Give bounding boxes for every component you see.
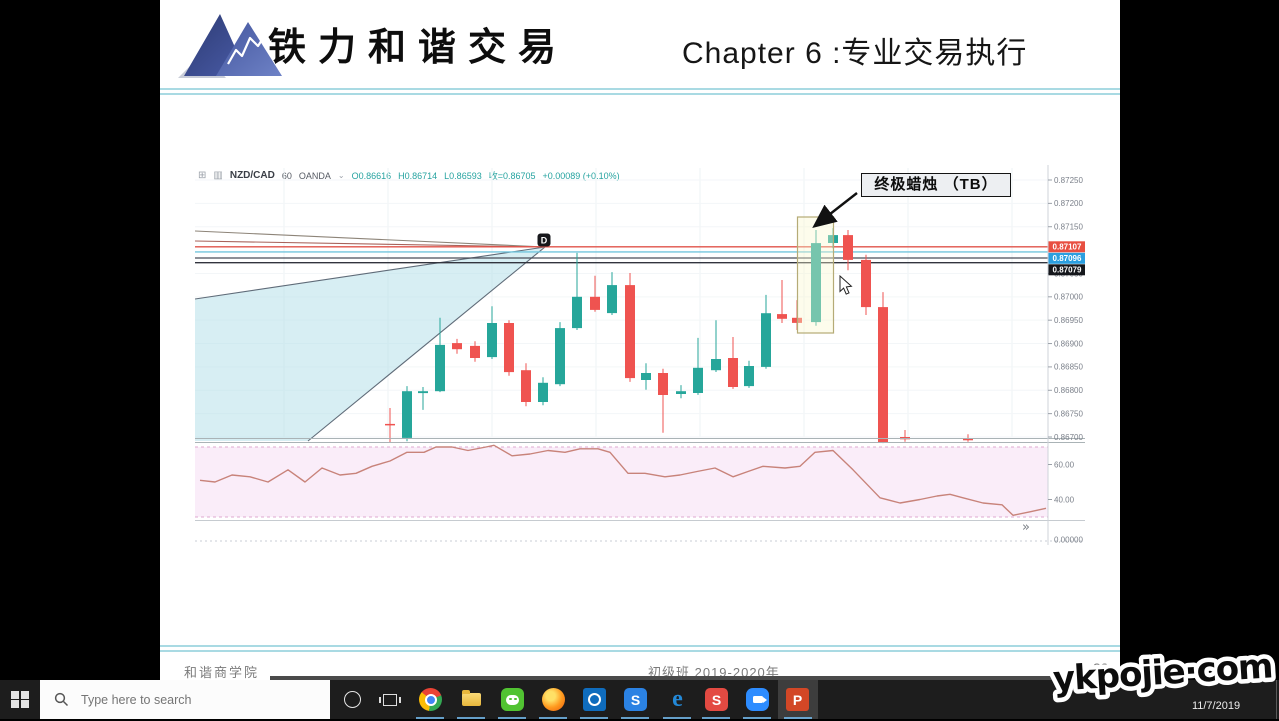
wps-office-icon[interactable]: S bbox=[705, 688, 728, 711]
bars-style-icon: ▥ bbox=[213, 170, 223, 181]
svg-text:0.86900: 0.86900 bbox=[1054, 339, 1083, 348]
footer-school: 和谐商学院 bbox=[184, 665, 260, 680]
firefox-icon[interactable] bbox=[542, 688, 565, 711]
page-number: 33 bbox=[1093, 660, 1109, 676]
cortana-icon bbox=[343, 691, 361, 708]
close-value: 收=0.86705 bbox=[488, 171, 536, 181]
search-input[interactable] bbox=[79, 691, 303, 708]
running-indicator bbox=[498, 717, 526, 719]
open-value: O0.86616 bbox=[351, 170, 392, 181]
taskbar: S e S P 11/7/2019 bbox=[0, 680, 1279, 719]
candlestick-chart: 0.872500.872000.871500.870500.870000.869… bbox=[195, 165, 1085, 545]
running-indicator bbox=[663, 717, 691, 719]
footer-divider bbox=[160, 645, 1120, 652]
symbol-name: NZD/CAD bbox=[229, 170, 275, 181]
svg-text:0.87079: 0.87079 bbox=[1053, 266, 1082, 275]
compare-icon: ⊞ bbox=[198, 170, 207, 181]
search-icon bbox=[54, 692, 69, 707]
chrome-icon[interactable] bbox=[419, 688, 442, 711]
brand-title: 铁力和谐交易 bbox=[268, 24, 569, 69]
running-indicator bbox=[457, 717, 485, 719]
header-divider bbox=[160, 88, 1120, 95]
powerpoint-icon: P bbox=[786, 688, 809, 711]
running-indicator bbox=[702, 717, 730, 719]
svg-text:D: D bbox=[541, 235, 548, 245]
svg-text:0.87000: 0.87000 bbox=[1054, 293, 1083, 302]
low-value: L0.86593 bbox=[444, 170, 482, 181]
svg-text:0.87200: 0.87200 bbox=[1054, 199, 1083, 208]
outlook-icon[interactable] bbox=[583, 688, 606, 711]
cortana-button[interactable] bbox=[334, 680, 370, 719]
change-value: +0.00089 (+0.10%) bbox=[542, 170, 620, 181]
svg-text:0.00000: 0.00000 bbox=[1054, 536, 1083, 545]
zoom-icon[interactable] bbox=[746, 688, 769, 711]
sogou-input-icon[interactable]: S bbox=[624, 688, 647, 711]
running-indicator bbox=[784, 717, 812, 719]
chevron-down-icon: ⌄ bbox=[337, 171, 345, 180]
svg-text:0.86700: 0.86700 bbox=[1054, 433, 1083, 442]
wechat-icon[interactable] bbox=[501, 688, 524, 711]
svg-text:0.87250: 0.87250 bbox=[1054, 176, 1083, 185]
svg-text:0.86850: 0.86850 bbox=[1054, 363, 1083, 372]
svg-text:»: » bbox=[1022, 520, 1030, 535]
svg-text:40.00: 40.00 bbox=[1054, 495, 1075, 504]
running-indicator bbox=[539, 717, 567, 719]
start-button[interactable] bbox=[0, 680, 40, 719]
running-indicator bbox=[416, 717, 444, 719]
chapter-title: Chapter 6 :专业交易执行 bbox=[682, 37, 1028, 70]
window-edge-strip bbox=[270, 676, 1060, 680]
svg-text:0.86750: 0.86750 bbox=[1054, 409, 1083, 418]
svg-text:0.87107: 0.87107 bbox=[1053, 243, 1082, 252]
show-desktop-button[interactable] bbox=[1276, 680, 1277, 719]
svg-text:0.86950: 0.86950 bbox=[1054, 316, 1083, 325]
exchange-label: OANDA bbox=[298, 170, 331, 181]
running-indicator bbox=[743, 717, 771, 719]
brand-logo bbox=[178, 14, 282, 78]
interval-label: 60 bbox=[281, 170, 292, 181]
high-value: H0.86714 bbox=[398, 170, 438, 181]
edge-icon[interactable]: e bbox=[672, 686, 683, 712]
taskbar-date[interactable]: 11/7/2019 bbox=[1191, 700, 1241, 712]
taskbar-search[interactable] bbox=[40, 680, 330, 719]
file-explorer-icon[interactable] bbox=[460, 688, 483, 711]
svg-text:0.87096: 0.87096 bbox=[1053, 254, 1082, 263]
svg-text:60.00: 60.00 bbox=[1054, 460, 1075, 469]
windows-logo-icon bbox=[11, 690, 29, 709]
svg-text:0.86800: 0.86800 bbox=[1054, 386, 1083, 395]
task-view-icon bbox=[379, 693, 401, 706]
svg-text:0.87150: 0.87150 bbox=[1054, 223, 1083, 232]
powerpoint-taskbar-button[interactable]: P bbox=[778, 680, 818, 719]
running-indicator bbox=[580, 717, 608, 719]
running-indicator bbox=[621, 717, 649, 719]
annotation-label: 终极蜡烛 （TB） bbox=[861, 173, 1011, 197]
presentation-slide: 铁力和谐交易 Chapter 6 :专业交易执行 ⊞ ▥ NZD/CAD 60 … bbox=[160, 0, 1120, 680]
chart-legend: ⊞ ▥ NZD/CAD 60 OANDA ⌄ O0.86616 H0.86714… bbox=[198, 169, 620, 182]
task-view-button[interactable] bbox=[372, 680, 408, 719]
